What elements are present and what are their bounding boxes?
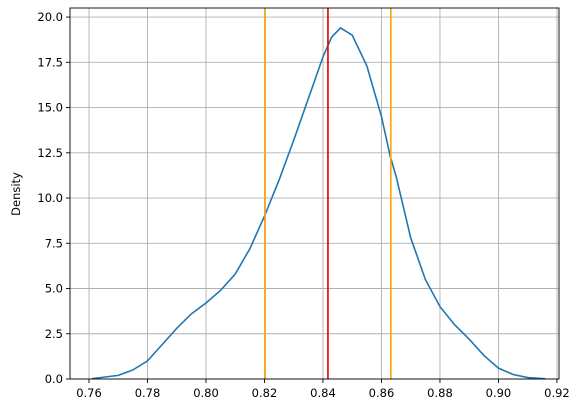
y-tick-label: 2.5 [45, 327, 63, 341]
x-tick-label: 0.88 [427, 386, 453, 400]
y-tick-label: 20.0 [37, 10, 63, 24]
x-tick-label: 0.80 [193, 386, 219, 400]
x-tick-label: 0.86 [369, 386, 395, 400]
y-tick-label: 7.5 [45, 236, 63, 250]
density-line [91, 26, 546, 380]
plot-frame [69, 7, 560, 380]
x-tick-label: 0.92 [544, 386, 570, 400]
x-tick-label: 0.90 [486, 386, 512, 400]
y-tick-label: 5.0 [45, 282, 63, 296]
y-tick-label: 0.0 [45, 372, 63, 386]
x-tick-label: 0.82 [252, 386, 278, 400]
y-tick-label: 17.5 [37, 55, 63, 69]
x-tick-label: 0.76 [76, 386, 102, 400]
y-tick-label: 10.0 [37, 191, 63, 205]
y-tick-label: 15.0 [37, 101, 63, 115]
y-axis-label: Density [9, 172, 23, 216]
x-tick-label: 0.84 [310, 386, 336, 400]
x-tick-label: 0.78 [135, 386, 161, 400]
y-tick-label: 12.5 [37, 146, 63, 160]
